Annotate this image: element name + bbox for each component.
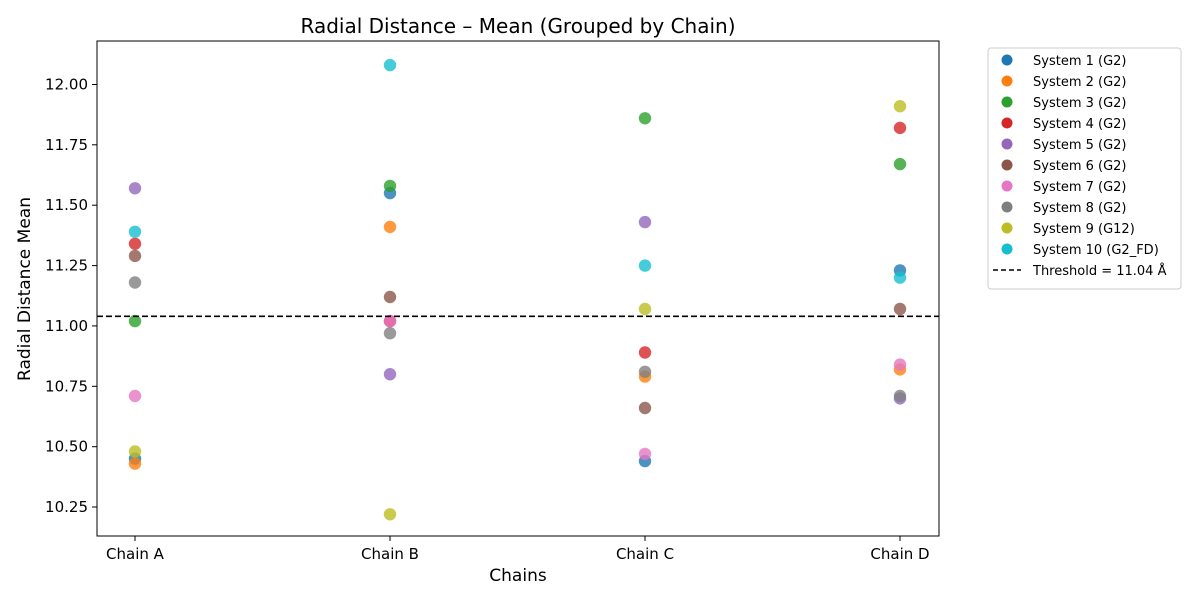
data-point xyxy=(128,445,142,458)
x-axis-label: Chains xyxy=(489,566,547,586)
data-point xyxy=(893,100,907,113)
plot-frame xyxy=(96,40,940,537)
data-point xyxy=(893,121,907,135)
y-tick-label: 12.00 xyxy=(45,76,88,94)
y-tick-label: 10.50 xyxy=(45,438,88,456)
chart-title: Radial Distance – Mean (Grouped by Chain… xyxy=(300,14,735,38)
legend-box xyxy=(987,47,1182,290)
data-point xyxy=(128,225,142,238)
data-point xyxy=(383,290,397,304)
legend-marker xyxy=(1001,180,1013,192)
legend-marker xyxy=(1001,201,1013,213)
y-tick-label: 11.25 xyxy=(45,257,88,275)
data-point xyxy=(128,314,142,328)
data-point xyxy=(128,182,142,195)
y-tick-label: 11.75 xyxy=(45,136,88,154)
legend: System 1 (G2) System 2 (G2) System 3 (G2) S… xyxy=(987,47,1182,290)
data-point xyxy=(128,249,142,263)
x-tick-label: Chain B xyxy=(361,545,419,563)
legend-label: System 5 (G2) xyxy=(1033,138,1127,153)
legend-label: System 4 (G2) xyxy=(1033,117,1127,132)
y-tick-label: 10.75 xyxy=(45,377,88,395)
data-point xyxy=(128,389,142,403)
data-point xyxy=(638,302,652,316)
data-point xyxy=(383,327,397,340)
legend-label: System 2 (G2) xyxy=(1033,75,1127,90)
data-point xyxy=(383,314,397,328)
data-point xyxy=(893,302,907,316)
data-point xyxy=(638,401,652,415)
legend-marker xyxy=(1001,138,1013,150)
legend-marker xyxy=(1001,117,1013,129)
data-point xyxy=(383,220,397,234)
data-point xyxy=(128,237,142,250)
x-tick-label: Chain A xyxy=(106,545,165,563)
legend-label: System 7 (G2) xyxy=(1033,180,1127,195)
data-point xyxy=(893,271,907,284)
data-point xyxy=(128,276,142,289)
data-point xyxy=(383,58,397,72)
legend-label: System 10 (G2_FD) xyxy=(1033,243,1159,258)
legend-label: System 8 (G2) xyxy=(1033,201,1127,216)
data-point xyxy=(638,346,652,359)
y-tick-label: 11.50 xyxy=(45,196,88,214)
data-point xyxy=(638,447,652,461)
data-point xyxy=(638,215,652,229)
legend-label: System 1 (G2) xyxy=(1033,54,1127,69)
legend-marker xyxy=(1001,96,1013,108)
legend-label: System 9 (G12) xyxy=(1033,222,1135,237)
plot-area: 10.25 10.50 10.75 11.00 11.25 11.50 11.75 12.00… xyxy=(45,40,940,563)
legend-label: System 3 (G2) xyxy=(1033,96,1127,111)
data-point xyxy=(128,457,142,470)
y-tick-label: 11.00 xyxy=(45,317,88,335)
legend-marker xyxy=(1001,222,1013,234)
legend-marker xyxy=(1001,54,1013,66)
legend-marker xyxy=(1001,243,1013,255)
x-tick-label: Chain C xyxy=(616,545,674,563)
y-axis-label: Radial Distance Mean xyxy=(15,197,35,381)
data-point xyxy=(893,389,907,403)
legend-threshold-label: Threshold = 11.04 Å xyxy=(1032,263,1167,279)
legend-label: System 6 (G2) xyxy=(1033,159,1127,174)
legend-marker xyxy=(1001,159,1013,171)
data-point xyxy=(383,508,397,521)
data-point xyxy=(383,179,397,193)
data-point xyxy=(383,368,397,381)
data-point xyxy=(893,358,907,371)
x-tick-label: Chain D xyxy=(870,545,929,563)
data-point xyxy=(638,112,652,125)
y-tick-label: 10.25 xyxy=(45,498,88,516)
data-point xyxy=(638,365,652,378)
legend-marker xyxy=(1001,75,1013,87)
data-point xyxy=(638,259,652,272)
data-point xyxy=(893,157,907,171)
